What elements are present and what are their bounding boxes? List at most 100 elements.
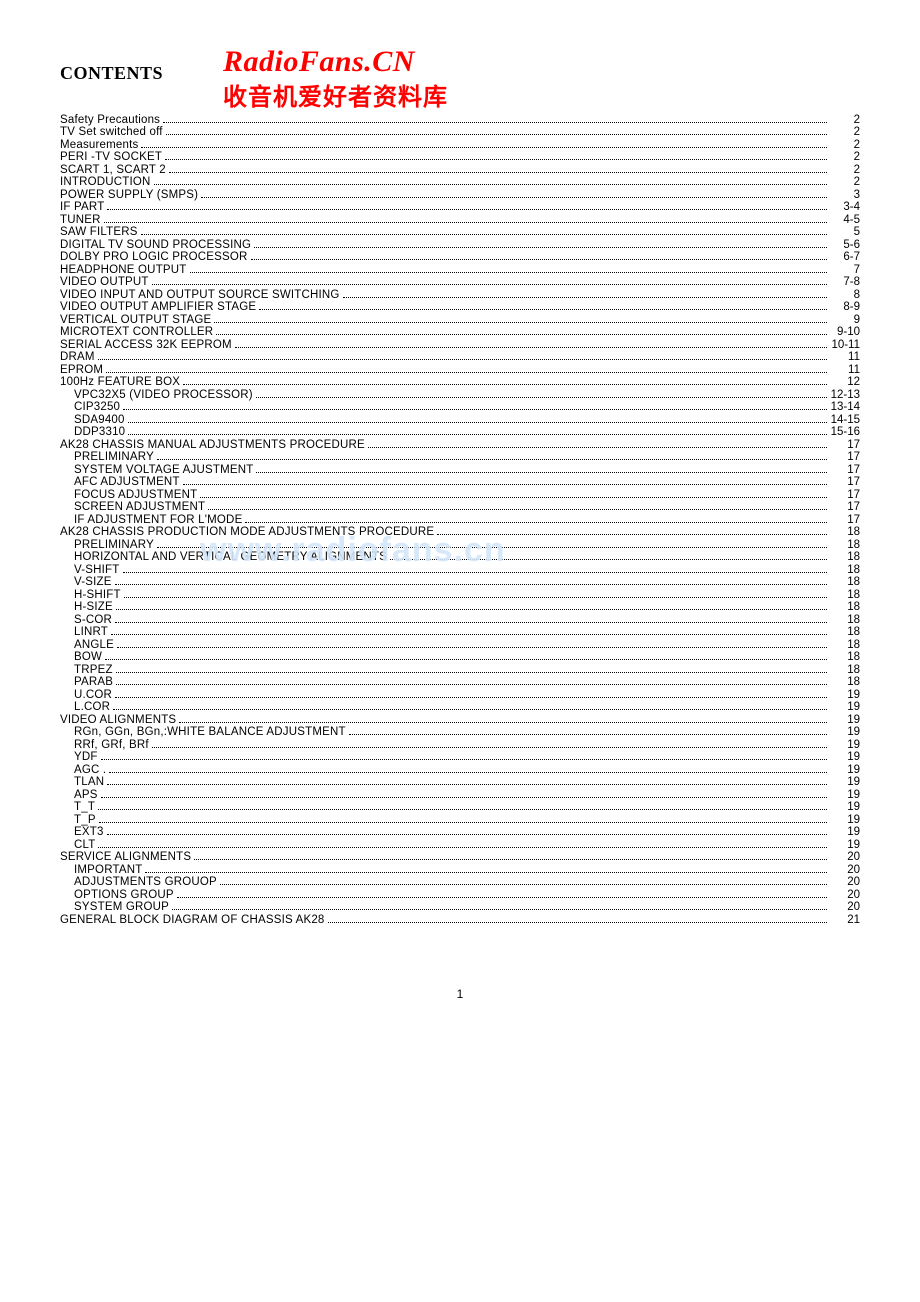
toc-leader-dots: [343, 297, 827, 298]
toc-row: TLAN19: [60, 777, 860, 790]
toc-page: 2: [830, 140, 860, 152]
toc-leader-dots: [157, 547, 827, 548]
toc-label: APS: [74, 790, 98, 802]
toc-leader-dots: [349, 734, 827, 735]
toc-label: DOLBY PRO LOGIC PROCESSOR: [60, 252, 248, 264]
toc-label: YDF: [74, 752, 98, 764]
toc-page: 8-9: [830, 302, 860, 314]
toc-label: AGC .: [74, 765, 106, 777]
toc-label: TRPEZ: [74, 665, 113, 677]
toc-page: 7: [830, 265, 860, 277]
toc-page: 19: [830, 765, 860, 777]
toc-page: 5: [830, 227, 860, 239]
toc-row: S-COR18: [60, 614, 860, 627]
toc-leader-dots: [390, 559, 827, 560]
toc-page: 18: [830, 677, 860, 689]
toc-page: 7-8: [830, 277, 860, 289]
toc-row: L.COR19: [60, 702, 860, 715]
toc-row: T_P 19: [60, 814, 860, 827]
toc-page: 2: [830, 127, 860, 139]
toc-row: PARAB18: [60, 677, 860, 690]
toc-row: H-SIZE18: [60, 602, 860, 615]
toc-leader-dots: [106, 372, 827, 373]
toc-label: IMPORTANT: [74, 865, 142, 877]
toc-row: U.COR19: [60, 689, 860, 702]
toc-row: SAW FILTERS 5: [60, 227, 860, 240]
toc-leader-dots: [98, 809, 827, 810]
toc-row: VIDEO ALIGNMENTS19: [60, 714, 860, 727]
toc-label: VIDEO OUTPUT: [60, 277, 149, 289]
toc-label: POWER SUPPLY (SMPS): [60, 190, 198, 202]
toc-row: POWER SUPPLY (SMPS)3: [60, 189, 860, 202]
toc-label: SCREEN ADJUSTMENT: [74, 502, 205, 514]
toc-leader-dots: [107, 209, 827, 210]
toc-leader-dots: [256, 397, 827, 398]
page-title: CONTENTS: [60, 63, 163, 84]
toc-row: T_T19: [60, 802, 860, 815]
toc-page: 11: [830, 352, 860, 364]
toc-row: YDF 19: [60, 752, 860, 765]
toc-page: 12: [830, 377, 860, 389]
toc-label: EXT3: [74, 827, 104, 839]
toc-row: APS19: [60, 789, 860, 802]
toc-page: 14-15: [830, 415, 860, 427]
toc-label: SYSTEM GROUP: [74, 902, 169, 914]
toc-row: SCART 1, SCART 22: [60, 164, 860, 177]
toc-leader-dots: [328, 922, 827, 923]
toc-row: EPROM11: [60, 364, 860, 377]
toc-label: VIDEO ALIGNMENTS: [60, 715, 176, 727]
toc-label: OPTIONS GROUP: [74, 890, 174, 902]
toc-page: 17: [830, 477, 860, 489]
toc-leader-dots: [179, 722, 827, 723]
toc-page: 20: [830, 865, 860, 877]
toc-page: 19: [830, 740, 860, 752]
toc-row: FOCUS ADJUSTMENT17: [60, 489, 860, 502]
toc-label: H-SIZE: [74, 602, 113, 614]
toc-leader-dots: [105, 659, 827, 660]
toc-row: VERTICAL OUTPUT STAGE9: [60, 314, 860, 327]
toc-page: 20: [830, 902, 860, 914]
toc-label: DDP3310: [74, 427, 125, 439]
toc-page: 11: [830, 365, 860, 377]
toc-row: BOW18: [60, 652, 860, 665]
toc-leader-dots: [201, 197, 827, 198]
toc-page: 17: [830, 515, 860, 527]
table-of-contents: Safety Precautions2TV Set switched off2M…: [60, 114, 860, 927]
toc-label: AK28 CHASSIS MANUAL ADJUSTMENTS PROCEDUR…: [60, 440, 365, 452]
watermark-sub: 收音机爱好者资料库: [223, 77, 860, 112]
toc-page: 19: [830, 702, 860, 714]
toc-leader-dots: [183, 484, 827, 485]
toc-leader-dots: [216, 334, 827, 335]
toc-leader-dots: [116, 684, 827, 685]
toc-label: VPC32X5 (VIDEO PROCESSOR): [74, 390, 253, 402]
toc-row: DDP3310 15-16: [60, 427, 860, 440]
toc-page: 19: [830, 752, 860, 764]
toc-page: 9: [830, 315, 860, 327]
toc-row: MICROTEXT CONTROLLER9-10: [60, 327, 860, 340]
toc-row: SERIAL ACCESS 32K EEPROM10-11: [60, 339, 860, 352]
toc-leader-dots: [208, 509, 827, 510]
toc-label: T_P: [74, 815, 96, 827]
toc-label: SAW FILTERS: [60, 227, 138, 239]
toc-row: PRELIMINARY18: [60, 539, 860, 552]
toc-leader-dots: [98, 359, 827, 360]
toc-row: IF PART3-4: [60, 202, 860, 215]
toc-label: V-SIZE: [74, 577, 112, 589]
toc-row: INTRODUCTION2: [60, 177, 860, 190]
toc-page: 15-16: [830, 427, 860, 439]
toc-label: PERI -TV SOCKET: [60, 152, 162, 164]
toc-row: CLT19: [60, 839, 860, 852]
toc-label: S-COR: [74, 615, 112, 627]
toc-label: BOW: [74, 652, 102, 664]
toc-row: SYSTEM VOLTAGE AJUSTMENT17: [60, 464, 860, 477]
toc-leader-dots: [116, 609, 827, 610]
toc-leader-dots: [235, 347, 827, 348]
toc-leader-dots: [177, 897, 827, 898]
toc-page: 19: [830, 815, 860, 827]
toc-leader-dots: [163, 122, 827, 123]
toc-row: RRf, GRf, BRf19: [60, 739, 860, 752]
toc-row: Measurements2: [60, 139, 860, 152]
toc-page: 18: [830, 640, 860, 652]
toc-row: V-SHIFT18: [60, 564, 860, 577]
toc-page: 10-11: [830, 340, 860, 352]
